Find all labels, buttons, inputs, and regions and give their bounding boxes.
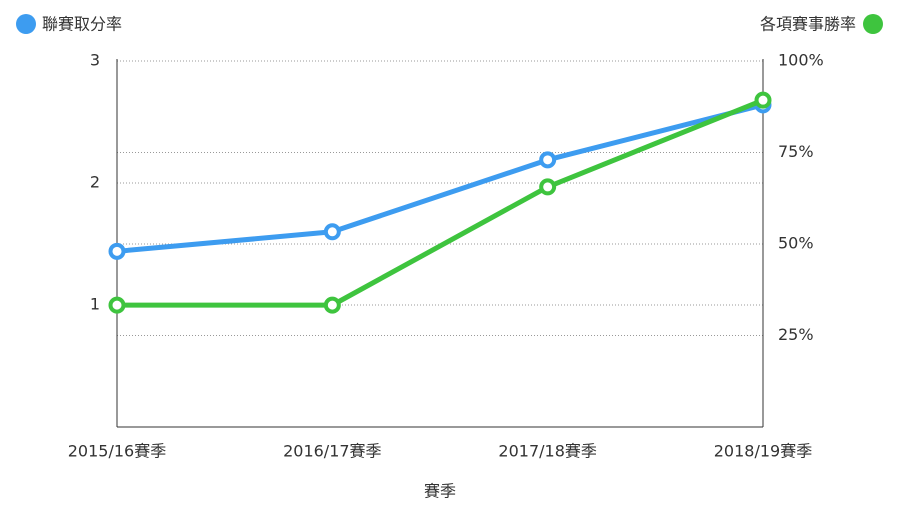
data-point — [108, 242, 126, 260]
data-point — [539, 178, 557, 196]
y-tick-label: 3 — [90, 51, 100, 70]
data-point — [323, 296, 341, 314]
legend-marker — [863, 14, 883, 34]
x-tick-label: 2018/19賽季 — [714, 442, 812, 461]
data-point — [539, 151, 557, 169]
y-tick-label: 1 — [90, 295, 100, 314]
x-axis-title: 賽季 — [424, 482, 456, 501]
data-point — [108, 296, 126, 314]
x-tick-label: 2017/18賽季 — [498, 442, 596, 461]
y2-tick-label: 75% — [778, 142, 814, 161]
legend-label: 各項賽事勝率 — [760, 15, 856, 34]
y2-tick-label: 100% — [778, 51, 824, 70]
series-line — [116, 102, 764, 254]
x-tick-label: 2015/16賽季 — [68, 442, 166, 461]
x-tick-label: 2016/17賽季 — [283, 442, 381, 461]
y2-tick-label: 25% — [778, 325, 814, 344]
y2-tick-label: 50% — [778, 234, 814, 253]
series-line — [117, 97, 764, 308]
data-point — [323, 223, 341, 241]
legend-marker — [16, 14, 36, 34]
legend-label: 聯賽取分率 — [42, 15, 122, 34]
y-tick-label: 2 — [90, 173, 100, 192]
data-point — [754, 91, 772, 109]
